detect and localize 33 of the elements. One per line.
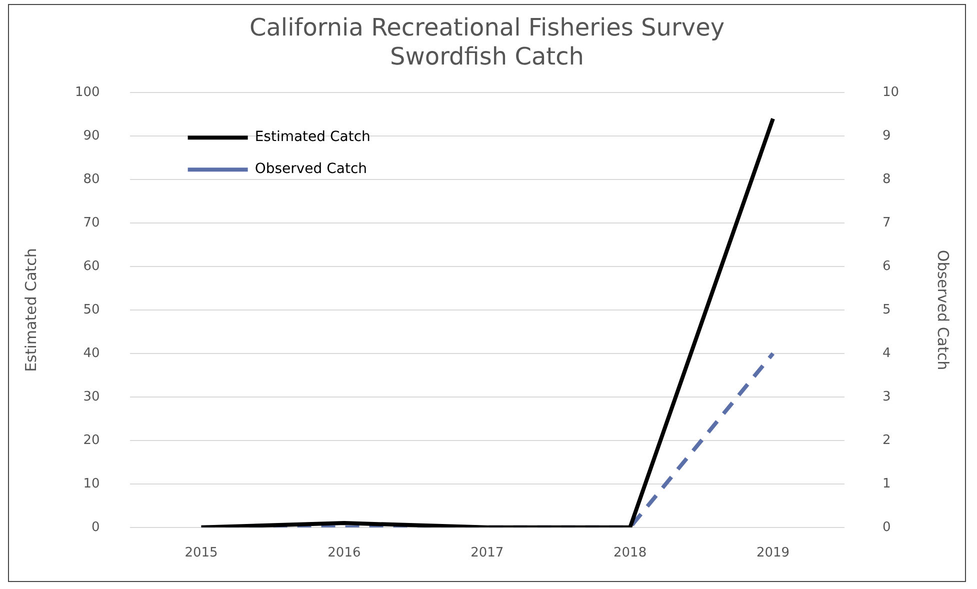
y-tick-label: 0: [92, 520, 100, 535]
text: California Recreational Fisheries Survey: [249, 14, 725, 42]
y-tick-label: 30: [83, 389, 100, 404]
y-tick-label: 90: [83, 128, 100, 144]
x-tick-label: 2018: [614, 546, 647, 561]
y-tick-label: 10: [83, 476, 100, 492]
y2-tick-label: 4: [882, 346, 891, 361]
y2-tick-label: 8: [882, 172, 891, 187]
y2-tick-label: 1: [882, 476, 891, 492]
y-tick-label: 60: [83, 258, 100, 274]
y2-tick-label: 0: [882, 520, 891, 535]
y2-tick-label: 3: [882, 389, 891, 404]
y-tick-label: 20: [83, 432, 100, 448]
y2-axis-title: Observed Catch: [934, 250, 952, 370]
legend-label: Estimated Catch: [254, 129, 370, 146]
y-tick-label: 100: [74, 84, 100, 100]
x-tick-label: 2017: [470, 546, 504, 561]
y2-tick-label: 2: [882, 432, 891, 448]
y-tick-label: 80: [83, 172, 100, 187]
x-tick-label: 2019: [756, 546, 790, 561]
y2-tick-label: 10: [882, 84, 900, 100]
y2-tick-label: 9: [882, 128, 891, 144]
y2-tick-label: 5: [882, 302, 891, 318]
x-tick-label: 2016: [328, 546, 361, 561]
y-tick-label: 50: [83, 302, 100, 318]
y-axis-title: Estimated Catch: [22, 248, 40, 372]
y-tick-label: 40: [83, 346, 100, 361]
x-tick-label: 2015: [184, 546, 218, 561]
y2-tick-label: 6: [882, 258, 891, 274]
y-tick-label: 70: [83, 215, 100, 230]
legend-label: Observed Catch: [254, 161, 368, 178]
y2-tick-label: 7: [882, 215, 891, 230]
text: Swordfish Catch: [390, 42, 584, 70]
